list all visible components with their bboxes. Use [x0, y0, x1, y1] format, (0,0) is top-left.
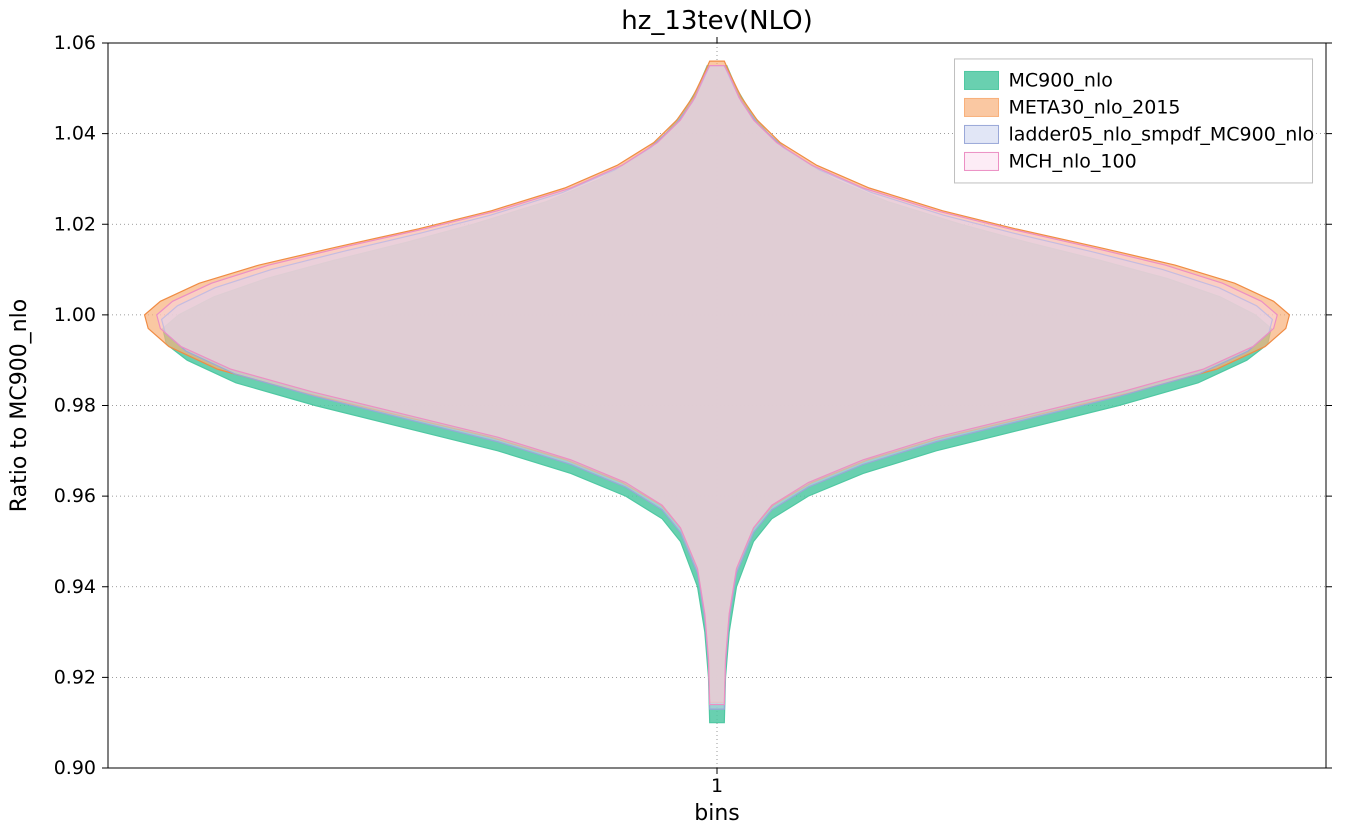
- y-tick-label: 1.04: [54, 123, 96, 145]
- chart-svg: 0.90 0.92 0.94 0.96 0.98 1.00 1.02 1.04 1.06 1 hz…: [0, 0, 1353, 830]
- y-tick-label: 0.90: [54, 757, 96, 779]
- legend: MC900_nlo META30_nlo_2015 ladder05_nlo_smp…: [955, 59, 1315, 183]
- x-axis-label: bins: [694, 801, 739, 826]
- chart-title: hz_13tev(NLO): [621, 6, 813, 36]
- legend-label: ladder05_nlo_smpdf_MC900_nlo: [1009, 123, 1315, 145]
- legend-swatch: [965, 152, 999, 170]
- violin-chart: 0.90 0.92 0.94 0.96 0.98 1.00 1.02 1.04 1.06 1 hz…: [0, 0, 1353, 830]
- y-tick-label: 1.06: [54, 32, 96, 54]
- legend-label: MC900_nlo: [1009, 69, 1113, 91]
- legend-swatch: [965, 125, 999, 143]
- y-axis-label: Ratio to MC900_nlo: [7, 299, 32, 512]
- y-tick-label: 0.98: [54, 395, 96, 417]
- legend-label: META30_nlo_2015: [1009, 96, 1181, 118]
- y-tick-label: 1.02: [54, 213, 96, 235]
- x-tick-label: 1: [711, 775, 723, 797]
- y-tick-label: 0.92: [54, 666, 96, 688]
- y-tick-label: 0.96: [54, 485, 96, 507]
- legend-swatch: [965, 71, 999, 89]
- legend-swatch: [965, 98, 999, 116]
- legend-label: MCH_nlo_100: [1009, 150, 1137, 172]
- y-tick-label: 0.94: [54, 576, 96, 598]
- y-tick-label: 1.00: [54, 304, 96, 326]
